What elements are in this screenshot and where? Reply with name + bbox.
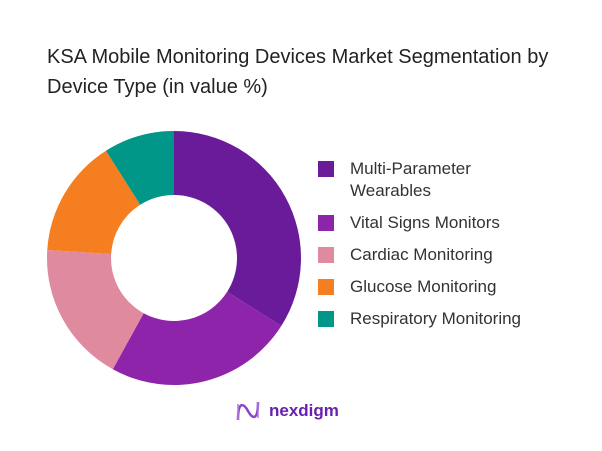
legend-swatch [318, 247, 334, 263]
logo-text: nexdigm [269, 401, 339, 420]
legend-item: Glucose Monitoring [318, 276, 580, 298]
legend-label: Glucose Monitoring [350, 277, 497, 296]
legend: Multi-Parameter Wearables Vital Signs Mon… [318, 158, 580, 340]
legend-label: Cardiac Monitoring [350, 245, 493, 264]
legend-label: Respiratory Monitoring [350, 309, 522, 328]
logo-wave-icon [236, 401, 260, 421]
slice-respiratory-monitoring [105, 131, 174, 205]
legend-swatch [318, 279, 334, 295]
slice-cardiac-monitoring [47, 250, 144, 370]
legend-label: Multi-Parameter Wearables [350, 159, 471, 200]
nexdigm-logo: nexdigm [235, 398, 339, 424]
slice-glucose-monitoring [47, 150, 141, 255]
legend-swatch [318, 311, 334, 327]
legend-item: Vital Signs Monitors [318, 212, 580, 234]
legend-item: Cardiac Monitoring [318, 244, 580, 266]
legend-swatch [318, 161, 334, 177]
chart-title: KSA Mobile Monitoring Devices Market Seg… [47, 46, 549, 98]
legend-label: Vital Signs Monitors [350, 213, 500, 232]
slice-multi-parameter-wearables [174, 131, 301, 327]
legend-swatch [318, 215, 334, 231]
legend-item: Respiratory Monitoring [318, 308, 580, 330]
slice-vital-signs-monitors [112, 291, 282, 385]
legend-item: Multi-Parameter Wearables [318, 158, 580, 202]
